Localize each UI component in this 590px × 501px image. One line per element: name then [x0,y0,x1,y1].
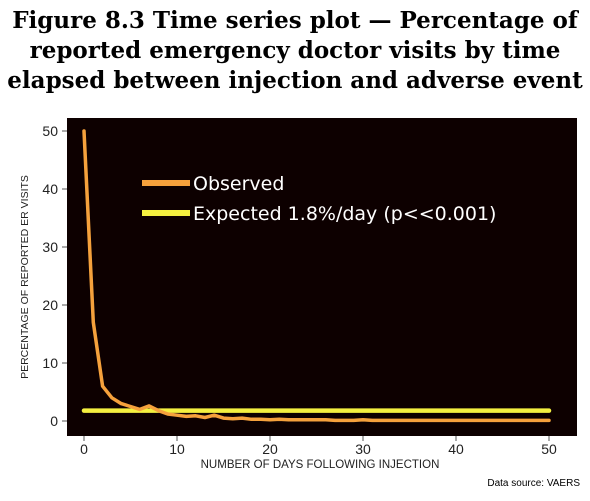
x-tick-label: 0 [80,441,88,457]
x-tick-label: 30 [355,441,371,457]
title-line-1: Figure 8.3 Time series plot — Percentage… [12,7,578,34]
x-axis-label: NUMBER OF DAYS FOLLOWING INJECTION [201,459,440,471]
title-line-2: reported emergency doctor visits by time [29,37,561,64]
y-tick-label: 30 [42,239,58,255]
series-line-observed [82,129,551,423]
y-tick-label: 10 [42,355,58,371]
legend-label-observed: Observed [193,173,284,195]
title-line-3: elapsed between injection and adverse ev… [7,67,583,94]
y-tick-label: 20 [42,297,58,313]
x-tick-label: 50 [541,441,557,457]
data-source-note: Data source: VAERS [487,478,580,489]
y-tick-label: 50 [42,123,58,139]
y-tick-label: 40 [42,181,58,197]
legend-label-expected: Expected 1.8%/day (p<<0.001) [193,203,496,225]
x-tick-label: 10 [169,441,185,457]
y-tick-label: 0 [50,413,58,429]
plot-area [67,118,577,436]
y-axis-label: PERCENTAGE OF REPORTED ER VISITS [19,175,31,379]
figure-title: Figure 8.3 Time series plot — Percentage… [0,6,590,96]
x-tick-label: 20 [262,441,278,457]
x-tick-label: 40 [448,441,464,457]
